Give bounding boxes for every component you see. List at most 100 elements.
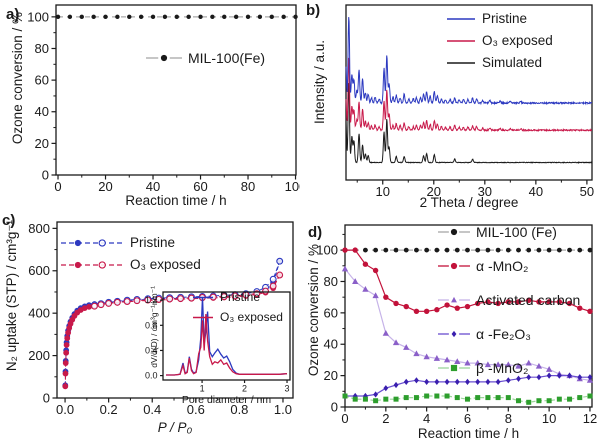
svg-text:1.0: 1.0 [274, 402, 292, 417]
panel-a: 0 20 40 60 80 100 0 20 40 60 80 100 a) Ozone conver… [0, 0, 300, 210]
svg-text:600: 600 [28, 263, 50, 278]
svg-text:0.8: 0.8 [145, 320, 158, 330]
legend-label: O₃ exposed [130, 257, 201, 272]
panel-c-plot: 0.0 0.2 0.4 0.6 0.8 1.0 0 200 400 600 800 1 2 3 0.0 0.4… [28, 221, 294, 417]
legend-swatch-pristine [447, 18, 475, 20]
legend-swatch-o3-exposed [61, 261, 123, 269]
legend-swatch-beta-mno2 [438, 364, 470, 372]
legend-item: β -MnO₂ [438, 361, 580, 375]
svg-text:4: 4 [423, 411, 430, 426]
svg-text:20: 20 [427, 184, 441, 199]
legend-item: O₃ exposed [192, 310, 283, 324]
svg-text:1.2: 1.2 [145, 295, 158, 305]
legend-label: Simulated [482, 55, 543, 70]
legend-label: α -Fe₂O₃ [476, 326, 532, 342]
legend-item: MIL-100(Fe) [146, 51, 265, 65]
svg-text:30: 30 [478, 184, 492, 199]
panel-c-inset-legend: Pristine O₃ exposed [192, 290, 283, 330]
legend-label: Pristine [220, 290, 261, 304]
panel-d-ylabel: Ozone conversion / % [306, 244, 321, 377]
panel-c-tag: c) [2, 212, 16, 229]
panel-d-xlabel: Reaction time / h [417, 426, 520, 441]
svg-text:40: 40 [324, 337, 338, 352]
legend-swatch-mil100fe [146, 54, 182, 62]
legend-swatch-simulated [447, 62, 475, 64]
legend-swatch-alpha-mno2 [438, 262, 470, 270]
svg-text:80: 80 [35, 41, 49, 56]
legend-label: Pristine [482, 11, 528, 26]
svg-text:3: 3 [285, 383, 290, 393]
legend-item: Activated carbon [438, 293, 580, 307]
panel-d: 0 2 4 6 8 10 12 0 20 40 60 80 100 d) Ozone conversio… [300, 210, 600, 443]
legend-label: Activated carbon [476, 292, 581, 308]
svg-text:400: 400 [28, 306, 50, 321]
panel-d-legend: MIL-100 (Fe) α -MnO₂ Activated carbon α … [438, 225, 580, 395]
svg-text:40: 40 [35, 104, 49, 119]
panel-a-plot: 0 20 40 60 80 100 0 20 40 60 80 100 [27, 4, 300, 194]
panel-c: 0.0 0.2 0.4 0.6 0.8 1.0 0 200 400 600 800 1 2 3 0.0 0.4… [0, 210, 300, 443]
legend-swatch-o3-exposed [193, 316, 213, 318]
legend-item: Pristine [192, 290, 283, 304]
legend-label: Pristine [130, 235, 176, 250]
panel-b-ylabel: Intensity / a.u. [312, 40, 327, 125]
svg-text:0: 0 [42, 167, 49, 182]
panel-c-ylabel: N₂ uptake (STP) / cm³g⁻¹ [4, 220, 19, 372]
panel-c-inset-ylabel: dV/d(D) / cm³g⁻¹nm⁻¹ [149, 286, 159, 368]
svg-text:60: 60 [35, 73, 49, 88]
svg-text:80: 80 [241, 179, 255, 194]
svg-text:40: 40 [146, 179, 160, 194]
svg-text:40: 40 [529, 184, 543, 199]
svg-text:2: 2 [242, 383, 247, 393]
panel-d-tag: d) [308, 224, 323, 241]
legend-label: O₃ exposed [220, 310, 283, 324]
legend-swatch-pristine [61, 239, 123, 247]
svg-text:10: 10 [542, 411, 556, 426]
svg-text:0: 0 [331, 399, 338, 414]
legend-item: Pristine [60, 236, 201, 250]
panel-b-xlabel: 2 Theta / degree [419, 195, 519, 210]
panel-b-legend: Pristine O₃ exposed Simulated [446, 12, 553, 78]
svg-text:800: 800 [28, 221, 50, 236]
svg-text:10: 10 [376, 184, 390, 199]
panel-c-xlabel: P / P₀ [157, 420, 193, 435]
svg-text:60: 60 [193, 179, 207, 194]
legend-item: O₃ exposed [60, 258, 201, 272]
legend-item: MIL-100 (Fe) [438, 225, 580, 239]
svg-text:0.4: 0.4 [145, 346, 158, 356]
legend-swatch-mil100fe [438, 228, 470, 236]
legend-item: Simulated [446, 56, 553, 70]
svg-text:0.4: 0.4 [143, 402, 161, 417]
panel-b-tag: b) [306, 2, 321, 19]
svg-text:0.8: 0.8 [230, 402, 248, 417]
legend-label: α -MnO₂ [476, 258, 529, 274]
legend-item: Pristine [446, 12, 553, 26]
svg-text:20: 20 [324, 368, 338, 383]
svg-text:12: 12 [583, 411, 597, 426]
svg-text:0: 0 [43, 390, 50, 405]
svg-text:8: 8 [505, 411, 512, 426]
svg-text:6: 6 [464, 411, 471, 426]
panel-a-xlabel: Reaction time / h [125, 193, 227, 208]
legend-label: MIL-100(Fe) [188, 50, 266, 66]
svg-text:0.0: 0.0 [145, 371, 158, 381]
svg-text:1: 1 [200, 383, 205, 393]
svg-text:20: 20 [35, 136, 49, 151]
svg-text:0: 0 [341, 411, 348, 426]
legend-item: O₃ exposed [446, 34, 553, 48]
panel-c-legend: Pristine O₃ exposed [60, 236, 201, 280]
svg-text:0.2: 0.2 [100, 402, 118, 417]
panel-a-ylabel: Ozone conversion / % [10, 12, 25, 145]
svg-text:80: 80 [324, 274, 338, 289]
svg-text:200: 200 [28, 348, 50, 363]
svg-text:0: 0 [54, 179, 61, 194]
legend-label: β -MnO₂ [476, 360, 529, 376]
legend-swatch-alpha-fe2o3 [438, 330, 470, 338]
legend-swatch-pristine [193, 296, 213, 298]
svg-text:0.0: 0.0 [56, 402, 74, 417]
panel-a-tag: a) [6, 6, 20, 23]
svg-text:100: 100 [285, 179, 300, 194]
legend-item: α -Fe₂O₃ [438, 327, 580, 341]
svg-text:60: 60 [324, 305, 338, 320]
svg-text:0.6: 0.6 [187, 402, 205, 417]
